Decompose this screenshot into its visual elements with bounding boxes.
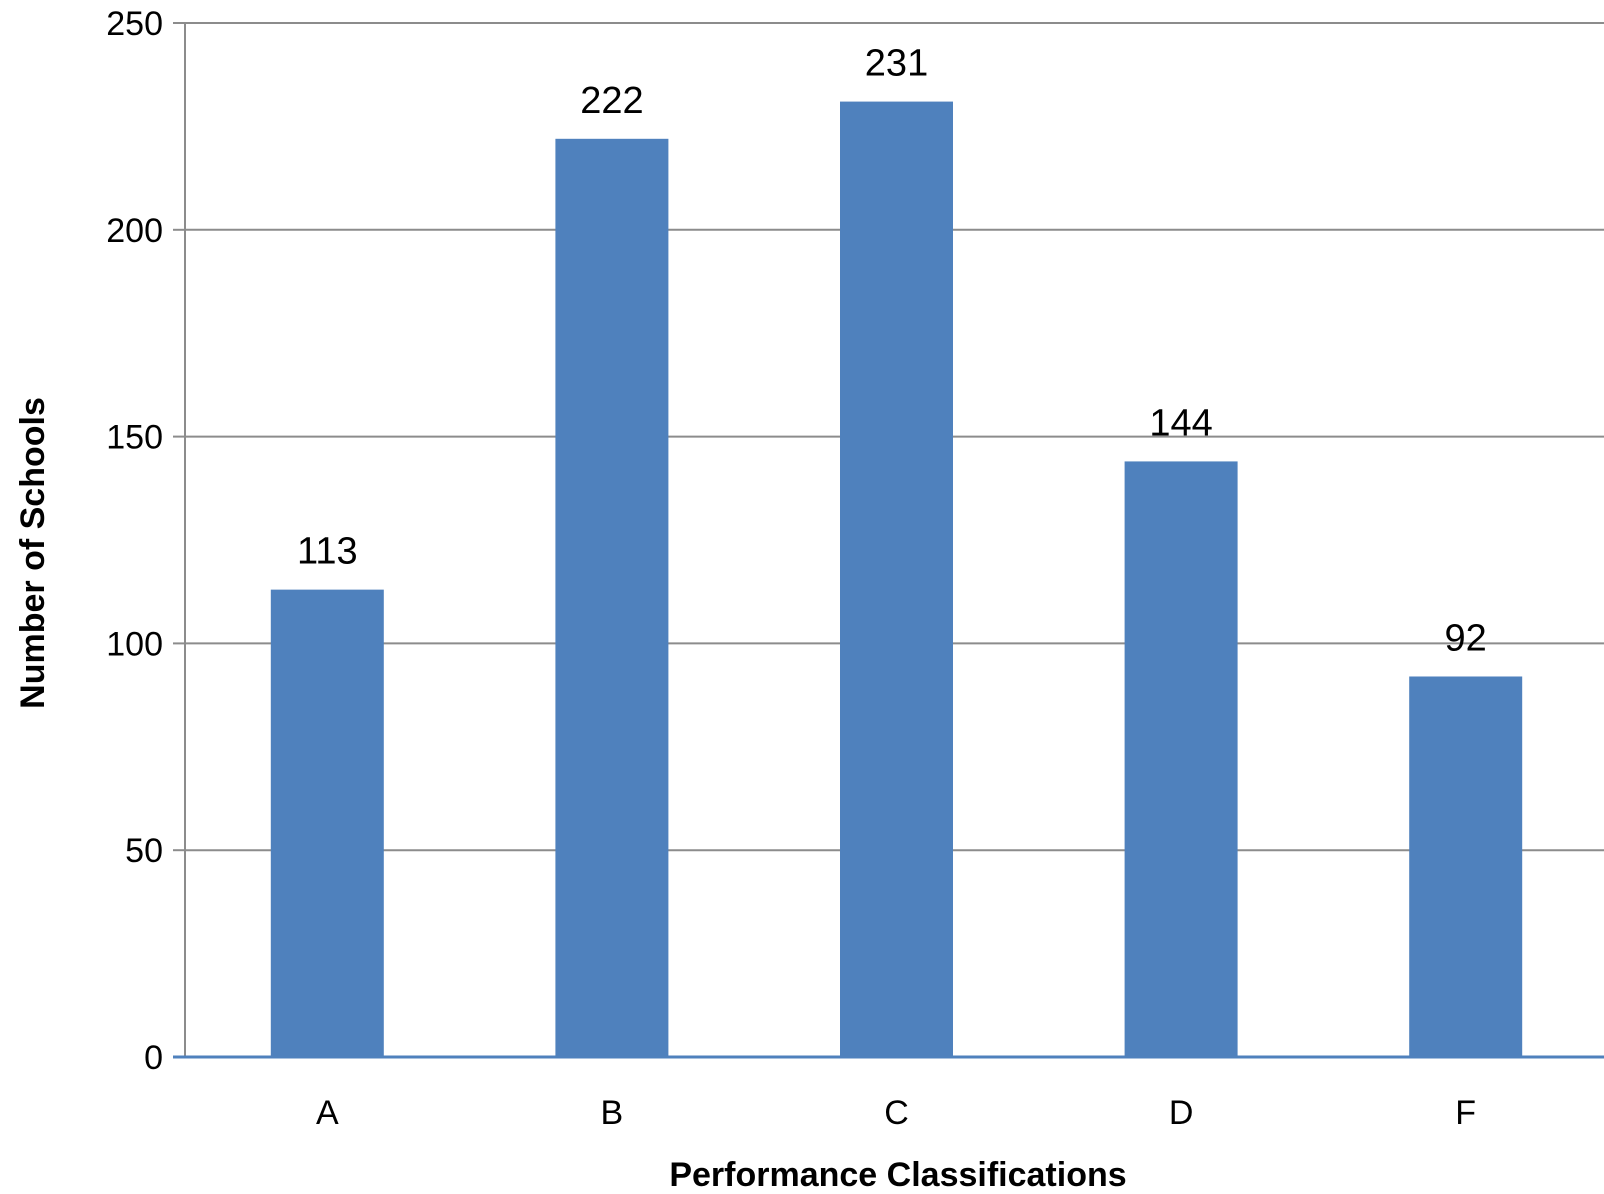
bar-f (1409, 676, 1523, 1057)
bars (270, 101, 1523, 1058)
y-tick-label: 150 (106, 419, 163, 457)
y-axis-title: Number of Schools (14, 397, 52, 709)
data-label: 222 (580, 80, 643, 122)
bar-a (270, 589, 384, 1057)
bar-b (555, 138, 669, 1058)
x-tick-label: D (1169, 1094, 1194, 1132)
y-tick-label: 200 (106, 212, 163, 250)
x-axis-title: Performance Classifications (669, 1156, 1126, 1194)
bar-d (1124, 461, 1238, 1057)
y-tick-label: 100 (106, 625, 163, 663)
y-tick-label: 50 (125, 832, 163, 870)
x-tick-label: C (884, 1094, 909, 1132)
labels: 0 50 100 150 200 250 113 A 222 B 231 C 144 D 92 F (106, 5, 1487, 1132)
bar-c (840, 101, 953, 1058)
x-tick-label: B (601, 1094, 624, 1132)
x-tick-label: F (1455, 1094, 1476, 1132)
axes (173, 22, 1604, 1059)
data-label: 92 (1445, 617, 1487, 659)
y-tick-label: 0 (144, 1039, 163, 1077)
data-label: 144 (1149, 402, 1212, 444)
x-tick-label: A (316, 1094, 339, 1132)
data-label: 231 (865, 43, 928, 85)
y-tick-label: 250 (106, 5, 163, 43)
data-label: 113 (297, 531, 358, 573)
